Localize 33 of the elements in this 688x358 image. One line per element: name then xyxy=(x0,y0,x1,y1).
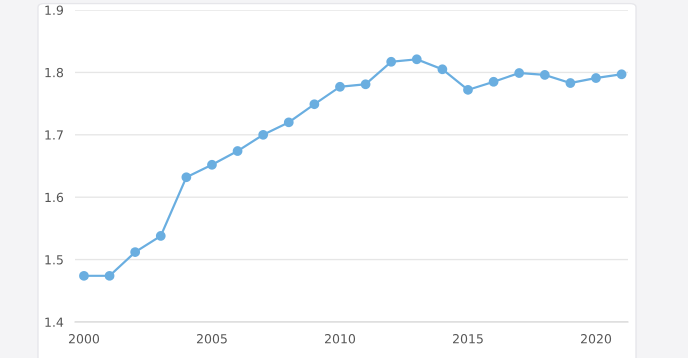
point xyxy=(182,172,192,182)
point xyxy=(207,160,217,170)
point xyxy=(591,73,601,83)
y-tick-label: 1.5 xyxy=(45,255,63,265)
point xyxy=(488,76,498,87)
point xyxy=(566,78,576,88)
y-tick-label: 1.9 xyxy=(45,5,64,15)
point xyxy=(386,56,396,67)
x-tick-label: 2000 xyxy=(68,334,100,344)
y-tick-label: 1.8 xyxy=(45,68,64,78)
point xyxy=(335,82,345,92)
x-tick-label: 2020 xyxy=(581,334,612,344)
point xyxy=(514,68,524,78)
point xyxy=(156,231,166,241)
point xyxy=(616,69,626,80)
point xyxy=(360,79,370,90)
x-tick-label: 2010 xyxy=(324,334,356,344)
point xyxy=(79,270,89,281)
x-tick-label: 2015 xyxy=(453,334,483,344)
point xyxy=(310,99,320,110)
y-tick-label: 1.7 xyxy=(45,130,63,140)
x-tick-label: 2005 xyxy=(196,334,227,344)
y-tick-label: 1.6 xyxy=(45,192,64,202)
point xyxy=(284,117,294,128)
point xyxy=(463,85,473,95)
point xyxy=(412,54,422,64)
point xyxy=(104,270,114,281)
point xyxy=(258,130,268,140)
point xyxy=(232,146,242,156)
point xyxy=(130,247,140,257)
point xyxy=(540,70,550,80)
y-tick-label: 1.4 xyxy=(45,318,64,327)
point xyxy=(438,64,448,74)
